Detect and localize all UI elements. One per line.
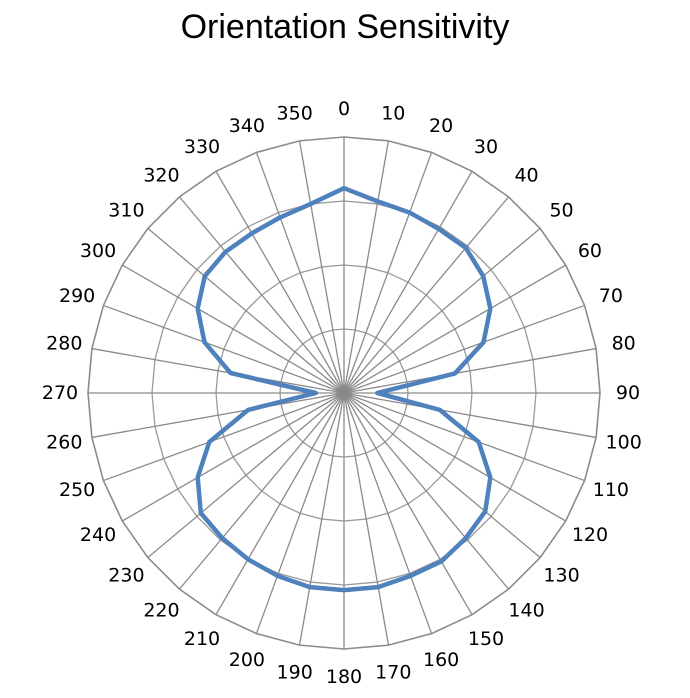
angle-tick-label: 80	[612, 333, 636, 355]
grid-spokes	[88, 137, 600, 649]
angle-tick-label: 200	[229, 649, 265, 671]
grid-spoke	[343, 392, 567, 522]
grid-spoke	[91, 347, 345, 394]
grid-spoke	[215, 392, 345, 616]
angle-tick-label: 220	[143, 600, 179, 622]
angle-tick-label: 290	[59, 285, 95, 307]
grid-spoke	[298, 392, 345, 646]
angle-tick-label: 320	[143, 164, 179, 186]
grid-spoke	[343, 140, 390, 394]
grid-spoke	[103, 304, 345, 394]
grid-spoke	[103, 392, 345, 482]
grid-spoke	[343, 264, 567, 394]
angle-tick-label: 240	[80, 524, 116, 546]
grid-spoke	[178, 392, 345, 590]
grid-spoke	[147, 392, 345, 559]
angle-tick-label: 40	[514, 164, 538, 186]
grid-spoke	[178, 196, 345, 394]
angle-tick-label: 10	[381, 102, 405, 124]
angle-tick-label: 250	[59, 479, 95, 501]
grid-spoke	[343, 196, 510, 394]
grid-spoke	[147, 227, 345, 394]
angle-tick-label: 130	[543, 565, 579, 587]
angle-tick-label: 260	[46, 431, 82, 453]
grid-spoke	[343, 227, 541, 394]
angle-tick-label: 300	[80, 240, 116, 262]
chart-title: Orientation Sensitivity	[180, 8, 510, 46]
angle-tick-label: 330	[184, 136, 220, 158]
angle-tick-label: 340	[229, 115, 265, 137]
angle-tick-label: 160	[423, 649, 459, 671]
angle-tick-label: 20	[429, 115, 453, 137]
grid-spoke	[298, 140, 345, 394]
angle-tick-label: 30	[474, 136, 498, 158]
series-layer	[195, 185, 493, 593]
grid-spoke	[121, 264, 345, 394]
grid-spoke	[255, 152, 345, 394]
grid-spoke	[343, 392, 585, 482]
angle-tick-label: 210	[184, 628, 220, 650]
grid-spoke	[121, 392, 345, 522]
angle-tick-label: 280	[46, 333, 82, 355]
grid-spoke	[343, 170, 473, 394]
grid-spoke	[343, 392, 541, 559]
grid-spoke	[343, 304, 585, 394]
angle-tick-label: 90	[616, 382, 640, 404]
angle-tick-label: 120	[572, 524, 608, 546]
grid-spoke	[343, 392, 390, 646]
angle-tick-label: 350	[277, 102, 313, 124]
grid-spoke	[343, 347, 597, 394]
angle-tick-label: 110	[593, 479, 629, 501]
angle-tick-label: 60	[578, 240, 602, 262]
angle-tick-label: 180	[326, 666, 362, 688]
grid-spoke	[343, 152, 433, 394]
angle-tick-label: 150	[468, 628, 504, 650]
grid-spoke	[215, 170, 345, 394]
angle-tick-label: 0	[338, 98, 350, 120]
grid-spoke	[343, 392, 433, 634]
grid-spoke	[343, 392, 510, 590]
angle-tick-label: 100	[606, 431, 642, 453]
angle-tick-label: 70	[599, 285, 623, 307]
grid-spoke	[91, 392, 345, 439]
angle-tick-label: 310	[108, 199, 144, 221]
angle-tick-label: 230	[108, 565, 144, 587]
series-line	[195, 185, 493, 593]
angle-tick-label: 170	[375, 662, 411, 684]
grid-spoke	[255, 392, 345, 634]
angle-tick-label: 50	[549, 199, 573, 221]
grid-spoke	[343, 392, 597, 439]
angle-tick-label: 140	[508, 600, 544, 622]
angle-tick-label: 270	[42, 382, 78, 404]
grid-spoke	[343, 392, 473, 616]
angle-tick-label: 190	[277, 662, 313, 684]
